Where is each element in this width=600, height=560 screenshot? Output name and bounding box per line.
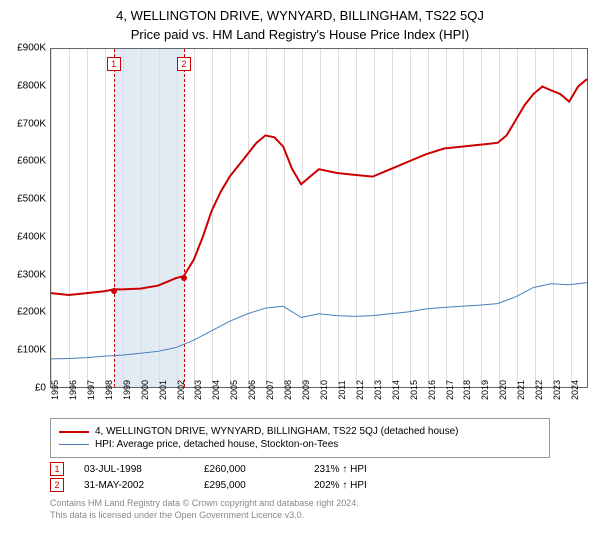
y-tick-label: £100K: [17, 345, 46, 356]
sale-records: 1 03-JUL-1998 £260,000 231% ↑ HPI 2 31-MAY-20…: [0, 462, 600, 492]
footer-line-2: This data is licensed under the Open Gov…: [50, 510, 550, 522]
y-tick-label: £900K: [17, 43, 46, 54]
sale-record-row: 2 31-MAY-2002 £295,000 202% ↑ HPI: [50, 478, 550, 492]
chart-plot-area: 12 £0£100K£200K£300K£400K£500K£600K£700K…: [50, 48, 588, 388]
legend-label-price: 4, WELLINGTON DRIVE, WYNYARD, BILLINGHAM…: [95, 426, 458, 437]
y-tick-label: £0: [35, 383, 46, 394]
chart-subtitle: Price paid vs. HM Land Registry's House …: [0, 23, 600, 48]
legend-swatch-hpi: [59, 444, 89, 445]
x-axis-ticks: 1995199619971998199920002001200220032004…: [50, 388, 588, 418]
y-tick-label: £700K: [17, 118, 46, 129]
sale-date: 31-MAY-2002: [84, 480, 184, 491]
legend-swatch-price: [59, 431, 89, 433]
sale-row-marker: 1: [50, 462, 64, 476]
y-tick-label: £400K: [17, 231, 46, 242]
sale-point: [181, 275, 187, 281]
chart-lines: [51, 49, 587, 387]
sale-marker-2: 2: [177, 57, 191, 71]
sale-row-marker: 2: [50, 478, 64, 492]
y-tick-label: £200K: [17, 307, 46, 318]
y-tick-label: £500K: [17, 194, 46, 205]
legend-entry-hpi: HPI: Average price, detached house, Stoc…: [59, 439, 541, 450]
y-tick-label: £800K: [17, 80, 46, 91]
series-line-price: [51, 79, 587, 295]
legend-label-hpi: HPI: Average price, detached house, Stoc…: [95, 439, 338, 450]
legend-entry-price: 4, WELLINGTON DRIVE, WYNYARD, BILLINGHAM…: [59, 426, 541, 437]
footer-attribution: Contains HM Land Registry data © Crown c…: [50, 498, 550, 521]
sale-record-row: 1 03-JUL-1998 £260,000 231% ↑ HPI: [50, 462, 550, 476]
sale-delta: 202% ↑ HPI: [314, 480, 367, 491]
sale-delta: 231% ↑ HPI: [314, 464, 367, 475]
series-line-hpi: [51, 283, 587, 359]
sale-date: 03-JUL-1998: [84, 464, 184, 475]
chart-title-address: 4, WELLINGTON DRIVE, WYNYARD, BILLINGHAM…: [0, 0, 600, 23]
sale-price: £295,000: [204, 480, 294, 491]
footer-line-1: Contains HM Land Registry data © Crown c…: [50, 498, 550, 510]
y-tick-label: £300K: [17, 269, 46, 280]
sale-price: £260,000: [204, 464, 294, 475]
sale-point: [111, 288, 117, 294]
legend: 4, WELLINGTON DRIVE, WYNYARD, BILLINGHAM…: [50, 418, 550, 458]
sale-marker-1: 1: [107, 57, 121, 71]
chart-container: 4, WELLINGTON DRIVE, WYNYARD, BILLINGHAM…: [0, 0, 600, 560]
y-tick-label: £600K: [17, 156, 46, 167]
